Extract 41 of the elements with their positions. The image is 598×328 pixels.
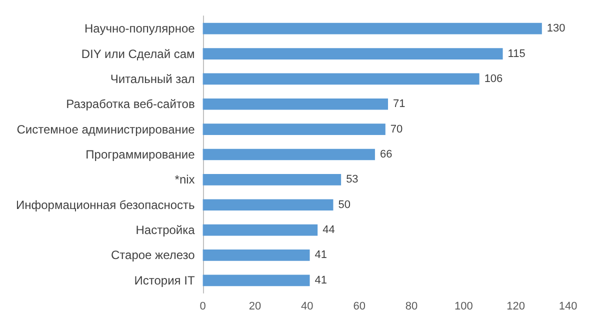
- y-tick-label: DIY или Сделай сам: [81, 46, 195, 61]
- bar: [202, 22, 542, 34]
- bar: [202, 274, 310, 286]
- bar: [202, 148, 375, 160]
- bar: [202, 250, 310, 261]
- y-tick-label: Программирование: [86, 148, 196, 162]
- bar: [202, 48, 503, 60]
- data-label: 41: [314, 274, 328, 286]
- x-tick-label: 60: [353, 300, 366, 312]
- data-label: 70: [390, 123, 403, 136]
- y-tick-label: Старое железо: [111, 248, 196, 262]
- x-tick-label: 140: [558, 300, 578, 312]
- x-tick-label: 40: [301, 300, 314, 312]
- bar: [202, 124, 386, 135]
- bar: [202, 224, 318, 236]
- bar: [202, 199, 334, 211]
- bar: [202, 98, 388, 110]
- x-tick-label: 120: [506, 300, 526, 312]
- data-label: 41: [314, 249, 328, 262]
- y-tick-label: *nix: [174, 172, 195, 187]
- data-label: 130: [546, 22, 566, 35]
- x-tick-label: 80: [405, 300, 418, 312]
- y-tick-label: Настройка: [136, 223, 196, 238]
- y-tick-label: Разработка веб-сайтов: [66, 97, 195, 112]
- data-label: 44: [322, 224, 335, 236]
- data-label: 53: [346, 174, 358, 186]
- data-label: 71: [393, 98, 406, 110]
- data-label: 66: [380, 148, 392, 160]
- x-tick-label: 100: [454, 300, 473, 312]
- y-tick-label: Системное администрирование: [16, 122, 196, 136]
- x-tick-label: 20: [248, 300, 262, 312]
- bar: [202, 174, 342, 186]
- y-tick-label: Информационная безопасность: [16, 198, 195, 212]
- bar: [202, 73, 480, 85]
- y-tick-label: Научно-популярное: [84, 22, 196, 36]
- data-label: 115: [508, 48, 526, 60]
- data-label: 106: [484, 72, 503, 85]
- data-label: 50: [338, 198, 350, 211]
- y-tick-label: Читальный зал: [110, 72, 195, 86]
- x-tick-label: 0: [200, 300, 206, 312]
- y-tick-label: История IT: [134, 273, 196, 288]
